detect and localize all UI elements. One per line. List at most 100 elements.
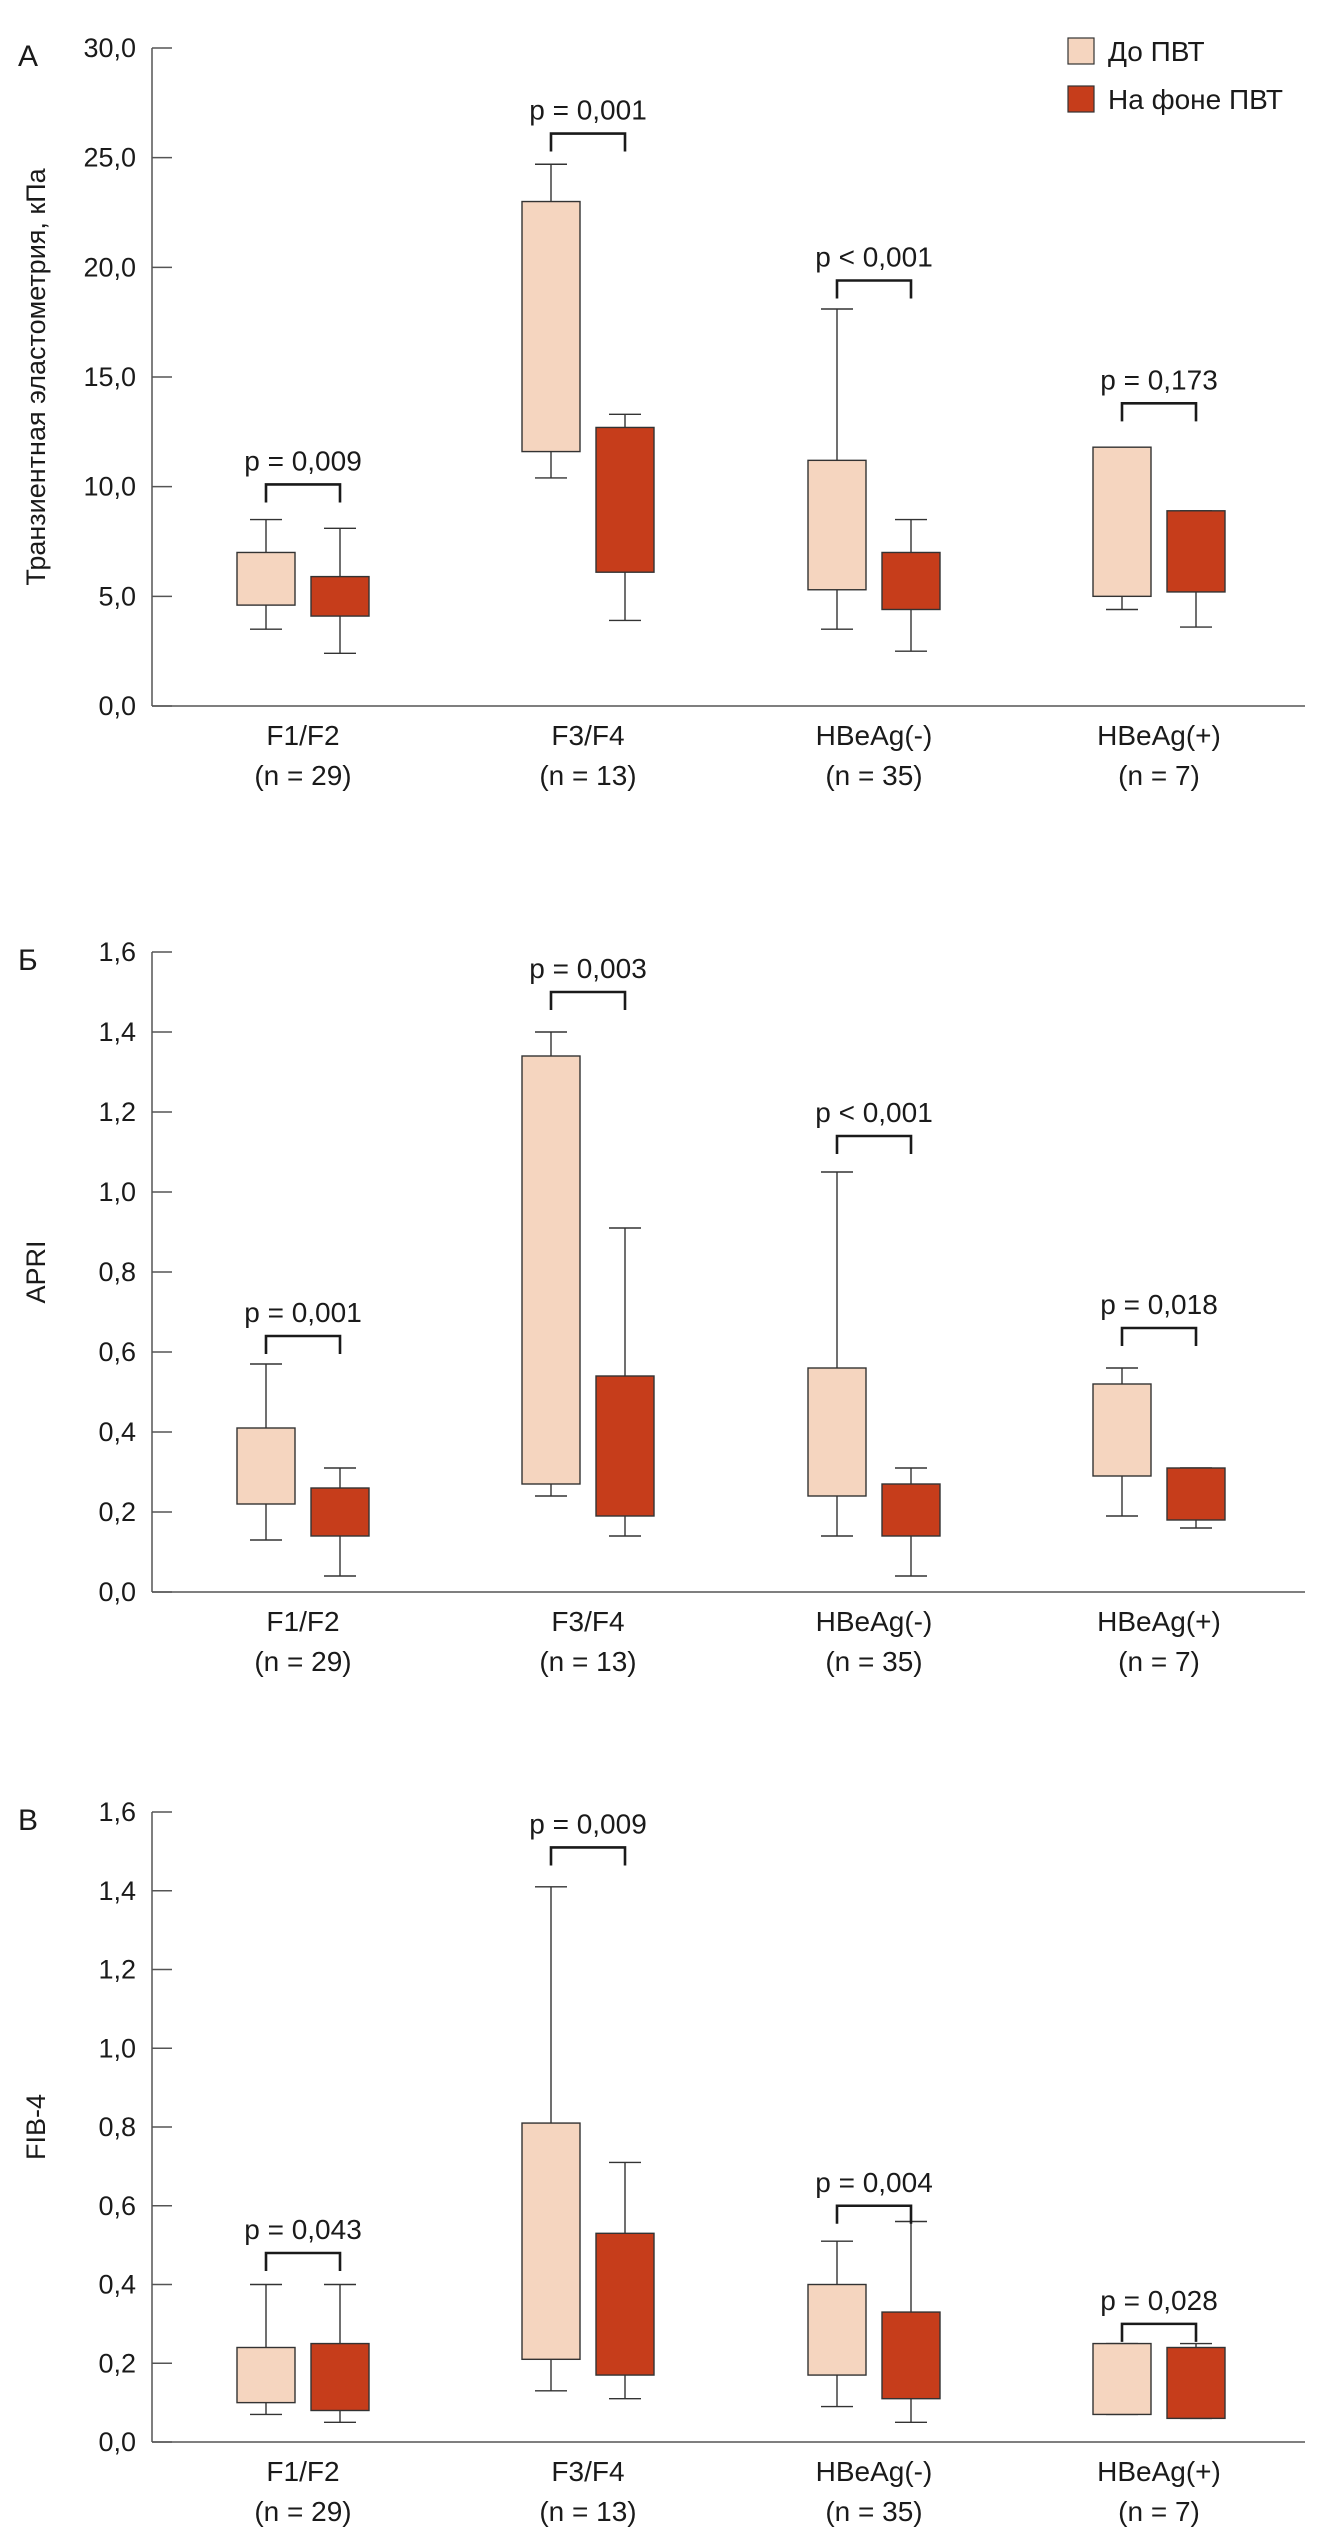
- box-rect: [807, 2283, 867, 2376]
- box-before: [807, 1171, 867, 1537]
- box-before: [236, 1363, 296, 1541]
- significance-bracket: p = 0,004: [815, 2167, 933, 2224]
- y-tick-label: 0,4: [98, 2270, 136, 2300]
- box-rect: [1092, 446, 1152, 598]
- box-rect: [595, 426, 655, 573]
- y-tick-label: 10,0: [83, 472, 136, 502]
- p-value-label: p = 0,001: [244, 1297, 362, 1328]
- bracket-line: [264, 1334, 342, 1354]
- box-before: [807, 2240, 867, 2408]
- y-axis-label: APRI: [21, 1240, 51, 1303]
- category-label: (n = 7): [1118, 2496, 1200, 2527]
- significance-bracket: p < 0,001: [815, 241, 933, 299]
- panel-letter: А: [18, 40, 38, 73]
- category-label: F3/F4: [551, 2456, 624, 2487]
- bracket-line: [1120, 2322, 1198, 2342]
- category-label: HBeAg(-): [816, 2456, 933, 2487]
- significance-bracket: p = 0,003: [529, 953, 647, 1010]
- y-tick-label: 1,2: [98, 1097, 136, 1127]
- box-after: [881, 518, 941, 652]
- box-rect: [881, 1483, 941, 1537]
- box-rect: [236, 1427, 296, 1505]
- category-label: (n = 35): [825, 1646, 922, 1677]
- p-value-label: p = 0,043: [244, 2214, 362, 2245]
- bracket-line: [1120, 402, 1198, 422]
- box-rect: [521, 2122, 581, 2361]
- panel-3: 0,0 0,2 0,4 0,6 0,8 1,0 1,2 1,4 1,6 В FIB-4 F1/F2 (n…: [18, 1797, 1305, 2527]
- box-rect: [521, 1055, 581, 1485]
- box-before: [1092, 2342, 1152, 2416]
- y-tick-label: 0,0: [98, 691, 136, 721]
- box-after: [1166, 510, 1226, 628]
- category-label: (n = 35): [825, 2496, 922, 2527]
- y-tick-label: 0,2: [98, 2348, 136, 2378]
- bracket-line: [549, 132, 627, 152]
- p-value-label: p = 0,173: [1100, 364, 1218, 395]
- significance-bracket: p = 0,001: [244, 1297, 362, 1354]
- category-label: F1/F2: [266, 1606, 339, 1637]
- legend-label: На фоне ПВТ: [1108, 84, 1283, 115]
- bracket-line: [835, 1134, 913, 1154]
- y-tick-label: 0,4: [98, 1417, 136, 1447]
- box-rect: [236, 551, 296, 606]
- category-label: (n = 29): [254, 2496, 351, 2527]
- significance-bracket: p = 0,173: [1100, 364, 1218, 422]
- significance-bracket: p = 0,028: [1100, 2285, 1218, 2342]
- box-rect: [1166, 2346, 1226, 2420]
- panel-letter: В: [18, 1804, 38, 1837]
- p-value-label: p = 0,018: [1100, 1289, 1218, 1320]
- category-label: (n = 7): [1118, 760, 1200, 791]
- category-label: F1/F2: [266, 2456, 339, 2487]
- box-before: [1092, 446, 1152, 611]
- category-label: (n = 13): [539, 1646, 636, 1677]
- category-label: HBeAg(+): [1097, 1606, 1221, 1637]
- y-tick-label: 0,8: [98, 2112, 136, 2142]
- box-after: [310, 527, 370, 655]
- box-after: [881, 1467, 941, 1577]
- p-value-label: p = 0,028: [1100, 2285, 1218, 2316]
- box-after: [310, 1467, 370, 1577]
- legend: До ПВТ На фоне ПВТ: [1067, 36, 1283, 115]
- box-after: [881, 2220, 941, 2424]
- box-rect: [1092, 2342, 1152, 2416]
- significance-bracket: p < 0,001: [815, 1097, 933, 1154]
- box-after: [595, 1227, 655, 1537]
- y-tick-label: 1,4: [98, 1876, 136, 1906]
- category-label: HBeAg(+): [1097, 720, 1221, 751]
- y-tick-label: 0,6: [98, 1337, 136, 1367]
- box-before: [1092, 1367, 1152, 1517]
- y-tick-label: 0,0: [98, 2427, 136, 2457]
- category-label: (n = 13): [539, 760, 636, 791]
- p-value-label: p = 0,009: [529, 1808, 647, 1839]
- legend-swatch: [1067, 37, 1095, 65]
- legend-label: До ПВТ: [1108, 36, 1205, 67]
- y-tick-label: 15,0: [83, 362, 136, 392]
- y-tick-label: 1,0: [98, 1177, 136, 1207]
- legend-swatch: [1067, 85, 1095, 113]
- category-label: (n = 7): [1118, 1646, 1200, 1677]
- y-tick-label: 1,6: [98, 1797, 136, 1827]
- bracket-line: [264, 483, 342, 503]
- box-rect: [1092, 1383, 1152, 1477]
- category-label: F3/F4: [551, 720, 624, 751]
- y-tick-label: 1,0: [98, 2033, 136, 2063]
- bracket-line: [835, 2204, 913, 2224]
- bracket-line: [1120, 1326, 1198, 1346]
- bracket-line: [264, 2251, 342, 2271]
- p-value-label: p = 0,003: [529, 953, 647, 984]
- y-tick-label: 0,6: [98, 2191, 136, 2221]
- y-axis-label: FIB-4: [21, 2094, 51, 2160]
- panel-letter: Б: [18, 944, 38, 977]
- significance-bracket: p = 0,018: [1100, 1289, 1218, 1346]
- box-before: [236, 2283, 296, 2416]
- p-value-label: p = 0,001: [529, 95, 647, 126]
- category-label: F3/F4: [551, 1606, 624, 1637]
- y-tick-label: 0,2: [98, 1497, 136, 1527]
- box-after: [310, 2283, 370, 2424]
- box-rect: [807, 459, 867, 591]
- box-rect: [310, 575, 370, 617]
- box-rect: [310, 1487, 370, 1537]
- significance-bracket: p = 0,001: [529, 95, 647, 152]
- panel-1: 0,0 5,0 10,0 15,0 20,0 25,0 30,0 А Транзиентная …: [18, 33, 1305, 791]
- category-label: (n = 35): [825, 760, 922, 791]
